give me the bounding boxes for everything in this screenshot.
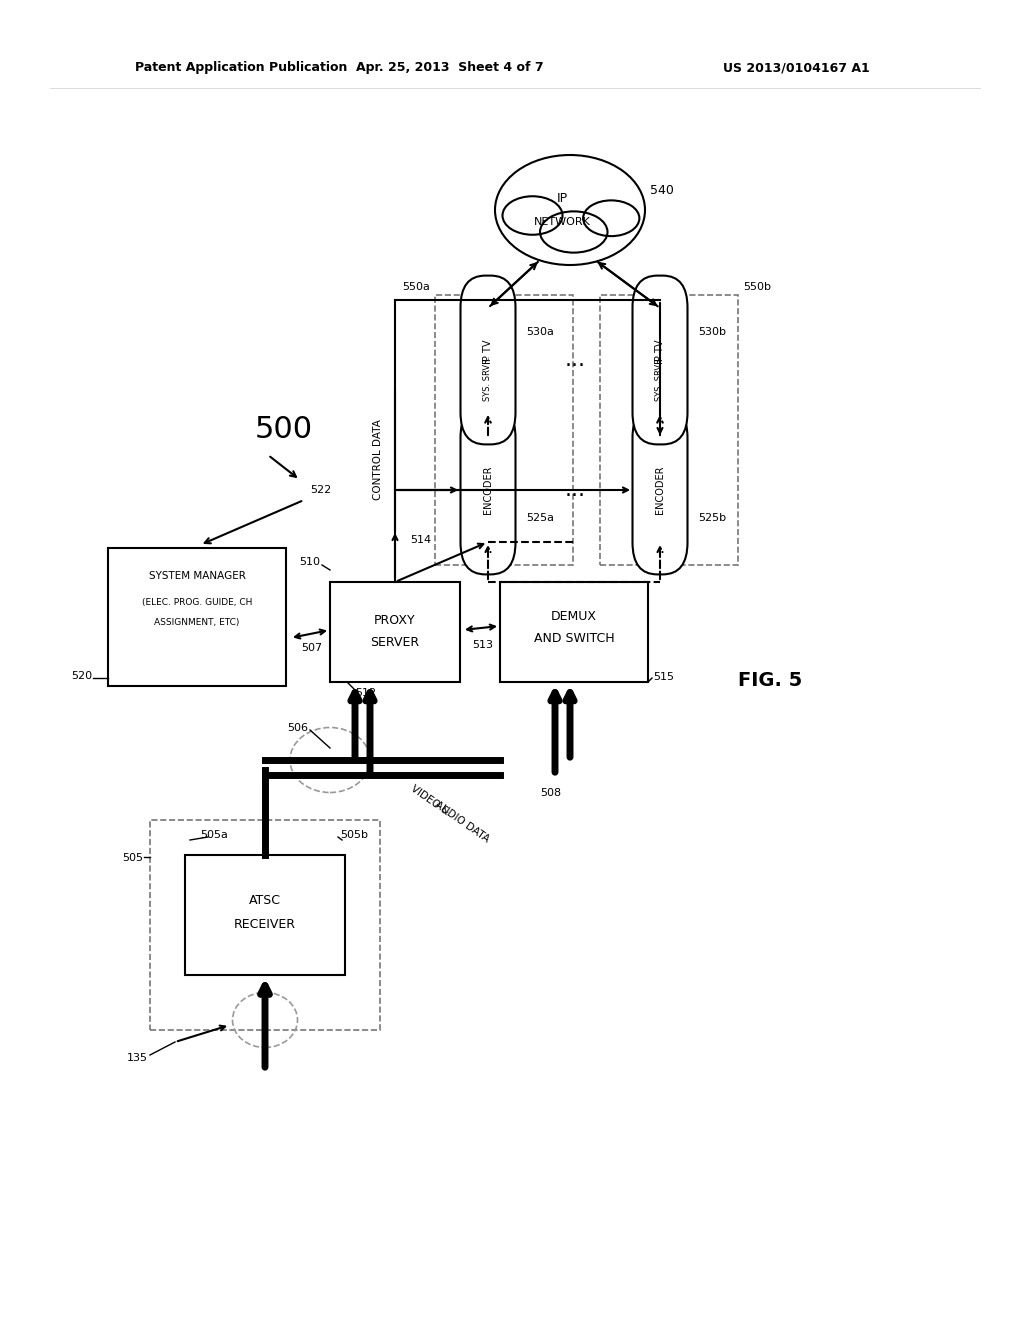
- Bar: [435, 294, 573, 565]
- Text: Patent Application Publication: Patent Application Publication: [135, 62, 347, 74]
- FancyBboxPatch shape: [633, 276, 687, 445]
- Text: 530a: 530a: [526, 327, 554, 337]
- Text: 510: 510: [299, 557, 319, 568]
- Text: DEMUX: DEMUX: [551, 610, 597, 623]
- Bar: [150, 820, 380, 1030]
- Text: NETWORK: NETWORK: [534, 216, 591, 227]
- Text: RECEIVER: RECEIVER: [234, 919, 296, 932]
- Text: 520: 520: [71, 671, 92, 681]
- Bar: [185, 855, 345, 975]
- FancyBboxPatch shape: [461, 405, 515, 574]
- Text: ENCODER: ENCODER: [655, 466, 665, 515]
- Text: 525a: 525a: [526, 513, 554, 523]
- Ellipse shape: [521, 177, 573, 210]
- Text: 505: 505: [122, 853, 143, 863]
- Text: PROXY: PROXY: [374, 614, 416, 627]
- Text: 507: 507: [301, 643, 323, 653]
- FancyBboxPatch shape: [633, 405, 687, 574]
- Ellipse shape: [540, 211, 607, 252]
- Text: 513: 513: [472, 640, 494, 649]
- Text: ...: ...: [564, 350, 586, 370]
- Text: 515: 515: [653, 672, 674, 682]
- Text: 540: 540: [650, 183, 674, 197]
- Text: ATSC: ATSC: [249, 894, 281, 907]
- Bar: [600, 294, 738, 565]
- Text: ...: ...: [564, 480, 586, 500]
- Text: 508: 508: [540, 788, 561, 799]
- Text: 135: 135: [127, 1053, 148, 1063]
- Bar: [500, 582, 648, 682]
- Ellipse shape: [566, 177, 618, 210]
- Text: SYS. SRVR.: SYS. SRVR.: [483, 355, 493, 401]
- Text: 522: 522: [310, 484, 331, 495]
- Text: FIG. 5: FIG. 5: [738, 671, 802, 689]
- Text: 500: 500: [255, 416, 313, 445]
- Text: 550b: 550b: [743, 282, 771, 292]
- Text: 550a: 550a: [402, 282, 430, 292]
- Text: IP TV: IP TV: [655, 339, 665, 364]
- Ellipse shape: [495, 154, 645, 265]
- Text: 505b: 505b: [340, 830, 368, 840]
- Text: (ELEC. PROG. GUIDE, CH: (ELEC. PROG. GUIDE, CH: [141, 598, 252, 607]
- Text: 530b: 530b: [698, 327, 726, 337]
- Text: 525b: 525b: [698, 513, 726, 523]
- Text: SYS. SRVR.: SYS. SRVR.: [655, 355, 665, 401]
- Bar: [330, 582, 460, 682]
- Text: 514: 514: [410, 535, 431, 545]
- Ellipse shape: [503, 197, 562, 235]
- Text: AUDIO DATA: AUDIO DATA: [433, 800, 492, 845]
- Text: 505a: 505a: [200, 830, 228, 840]
- Text: ENCODER: ENCODER: [483, 466, 493, 515]
- Text: VIDEO &: VIDEO &: [409, 783, 451, 817]
- Text: SERVER: SERVER: [371, 635, 420, 648]
- Text: ASSIGNMENT, ETC): ASSIGNMENT, ETC): [155, 619, 240, 627]
- Text: CONTROL DATA: CONTROL DATA: [373, 420, 383, 500]
- FancyBboxPatch shape: [461, 276, 515, 445]
- Text: US 2013/0104167 A1: US 2013/0104167 A1: [723, 62, 870, 74]
- Text: IP TV: IP TV: [483, 339, 493, 364]
- Text: Apr. 25, 2013  Sheet 4 of 7: Apr. 25, 2013 Sheet 4 of 7: [356, 62, 544, 74]
- Text: SYSTEM MANAGER: SYSTEM MANAGER: [148, 572, 246, 581]
- Text: 512: 512: [355, 688, 376, 698]
- Bar: [108, 548, 286, 686]
- Text: 506: 506: [287, 723, 308, 733]
- Text: AND SWITCH: AND SWITCH: [534, 632, 614, 645]
- Text: IP: IP: [556, 191, 567, 205]
- Ellipse shape: [583, 201, 639, 236]
